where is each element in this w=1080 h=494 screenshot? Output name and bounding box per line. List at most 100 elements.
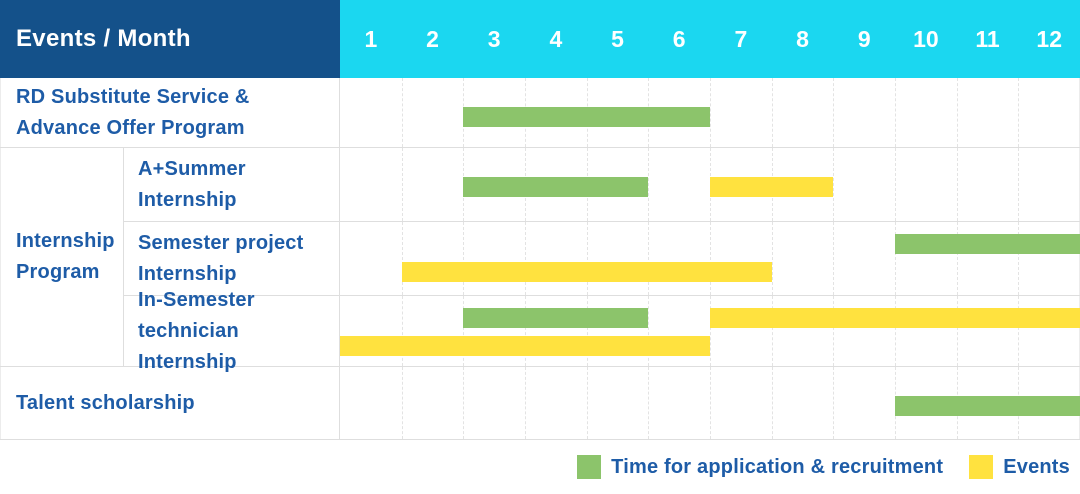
month-header-9: 9 — [833, 0, 895, 78]
gantt-bar-application — [463, 177, 649, 197]
gantt-bar-events — [401, 262, 772, 282]
row-label-line: Internship — [138, 262, 237, 285]
month-header-10: 10 — [895, 0, 957, 78]
month-gridline — [895, 296, 896, 366]
month-gridline — [463, 222, 465, 295]
month-gridline — [833, 296, 835, 366]
month-gridline — [1018, 78, 1020, 147]
month-gridline — [895, 222, 896, 295]
month-header-label: 7 — [734, 25, 748, 52]
month-header-4: 4 — [525, 0, 587, 78]
month-header-label: 3 — [487, 25, 501, 52]
month-header-label: 8 — [796, 25, 809, 52]
row-group-label-internship-program: Internship Program — [0, 148, 124, 367]
gantt-bar-application — [895, 396, 1080, 416]
month-gridline — [1018, 148, 1020, 221]
month-gridline — [401, 367, 403, 439]
month-header-12: 12 — [1018, 0, 1080, 78]
group-label-line: Internship — [16, 230, 115, 252]
month-gridline — [710, 367, 711, 439]
month-header-11: 11 — [957, 0, 1019, 78]
month-header-8: 8 — [772, 0, 834, 78]
row-label-line: technician Internship — [138, 319, 239, 373]
month-gridline — [833, 367, 835, 439]
month-gridline — [956, 222, 958, 295]
month-gridline — [771, 296, 773, 366]
gantt-row-3 — [340, 296, 1080, 367]
legend-item-application: Time for application & recruitment — [577, 455, 943, 479]
row-label-line: A+Summer — [138, 157, 246, 180]
gantt-bar-application — [895, 234, 1080, 254]
row-label-line: Talent scholarship — [16, 391, 195, 414]
month-gridline — [1018, 222, 1020, 295]
month-gridline — [710, 222, 711, 295]
month-gridline — [648, 296, 650, 366]
legend-label-application: Time for application & recruitment — [611, 455, 944, 478]
month-header-2: 2 — [402, 0, 464, 78]
row-label-3: In-Semester technician Internship — [124, 289, 340, 373]
row-label-line: Internship — [138, 188, 237, 211]
legend: Time for application & recruitment Event… — [0, 440, 1080, 494]
month-header-3: 3 — [463, 0, 525, 78]
month-gridline — [401, 148, 403, 221]
month-header-label: 10 — [913, 25, 939, 52]
gantt-row-1 — [340, 148, 1080, 222]
month-gridline — [771, 222, 773, 295]
month-gridline — [463, 367, 465, 439]
month-gridline — [463, 296, 465, 366]
month-gridline — [648, 148, 650, 221]
month-header-label: 11 — [975, 25, 1000, 52]
gantt-bar-application — [463, 107, 710, 127]
row-label-line: Semester project — [138, 231, 304, 254]
month-gridline — [586, 222, 588, 295]
row-label-0: RD Substitute Service & Advance Offer Pro… — [0, 78, 340, 148]
month-header-6: 6 — [648, 0, 710, 78]
legend-swatch-green-icon — [577, 455, 602, 479]
month-gridline — [833, 222, 835, 295]
month-gridline — [525, 296, 526, 366]
row-label-line: Advance Offer Program — [16, 116, 245, 139]
month-header-label: 9 — [857, 25, 871, 52]
events-month-header: Events / Month — [0, 0, 340, 78]
month-gridline — [648, 367, 650, 439]
gantt-row-0 — [340, 78, 1080, 148]
gantt-bar-application — [463, 308, 649, 328]
gantt-row-2 — [340, 222, 1080, 296]
legend-swatch-yellow-icon — [969, 455, 994, 479]
month-gridline — [956, 148, 958, 221]
month-header-label: 4 — [549, 25, 563, 52]
month-gridline — [895, 148, 896, 221]
month-header-strip: 1 2 3 4 5 6 7 8 9 10 11 12 — [340, 0, 1080, 78]
month-gridline — [771, 367, 773, 439]
legend-item-events: Events — [969, 455, 1070, 479]
month-header-1: 1 — [340, 0, 402, 78]
month-gridline — [956, 296, 958, 366]
month-gridline — [401, 222, 403, 295]
month-header-label: 2 — [426, 25, 439, 52]
month-header-label: 6 — [672, 25, 686, 52]
month-gridline — [895, 78, 896, 147]
month-gridline — [401, 78, 403, 147]
events-month-header-label: Events / Month — [16, 25, 191, 52]
gantt-bar-events — [340, 336, 710, 356]
month-gridline — [586, 367, 588, 439]
month-gridline — [833, 148, 835, 221]
month-header-label: 1 — [364, 25, 378, 52]
table-body: RD Substitute Service & Advance Offer Pro… — [0, 78, 1080, 440]
gantt-row-4 — [340, 367, 1080, 440]
month-header-7: 7 — [710, 0, 772, 78]
row-label-2: Semester project Internship — [124, 222, 340, 296]
month-gridline — [401, 296, 403, 366]
month-gridline — [710, 78, 711, 147]
row-label-4: Talent scholarship — [0, 367, 340, 440]
month-gridline — [710, 296, 711, 366]
legend-label-events: Events — [1003, 455, 1070, 478]
table-header-row: Events / Month 1 2 3 4 5 6 7 8 9 10 11 12 — [0, 0, 1080, 78]
row-label-1: A+Summer Internship — [124, 148, 340, 222]
gantt-bar-events — [710, 177, 834, 197]
month-header-label: 12 — [1036, 25, 1063, 52]
month-gridline — [648, 222, 650, 295]
month-gridline — [833, 78, 835, 147]
month-gridline — [1018, 296, 1020, 366]
